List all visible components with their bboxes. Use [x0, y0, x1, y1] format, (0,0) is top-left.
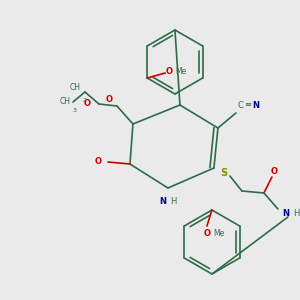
Text: O: O	[270, 167, 278, 176]
Text: S: S	[220, 168, 227, 178]
Text: O: O	[106, 95, 112, 104]
Text: H: H	[170, 197, 176, 206]
Text: N: N	[160, 197, 167, 206]
Text: O: O	[203, 230, 210, 238]
Text: H: H	[293, 208, 299, 217]
Text: CH: CH	[59, 98, 70, 106]
Text: N: N	[252, 100, 260, 109]
Text: ≡: ≡	[244, 100, 251, 109]
Text: 2: 2	[83, 98, 87, 103]
Text: O: O	[83, 100, 91, 109]
Text: C: C	[238, 100, 244, 109]
Text: O: O	[166, 68, 173, 76]
Text: CH: CH	[70, 83, 80, 92]
Text: Me: Me	[213, 230, 225, 238]
Text: Me: Me	[176, 68, 187, 76]
Text: O: O	[94, 158, 101, 166]
Text: N: N	[282, 208, 290, 217]
Text: 3: 3	[73, 107, 77, 112]
